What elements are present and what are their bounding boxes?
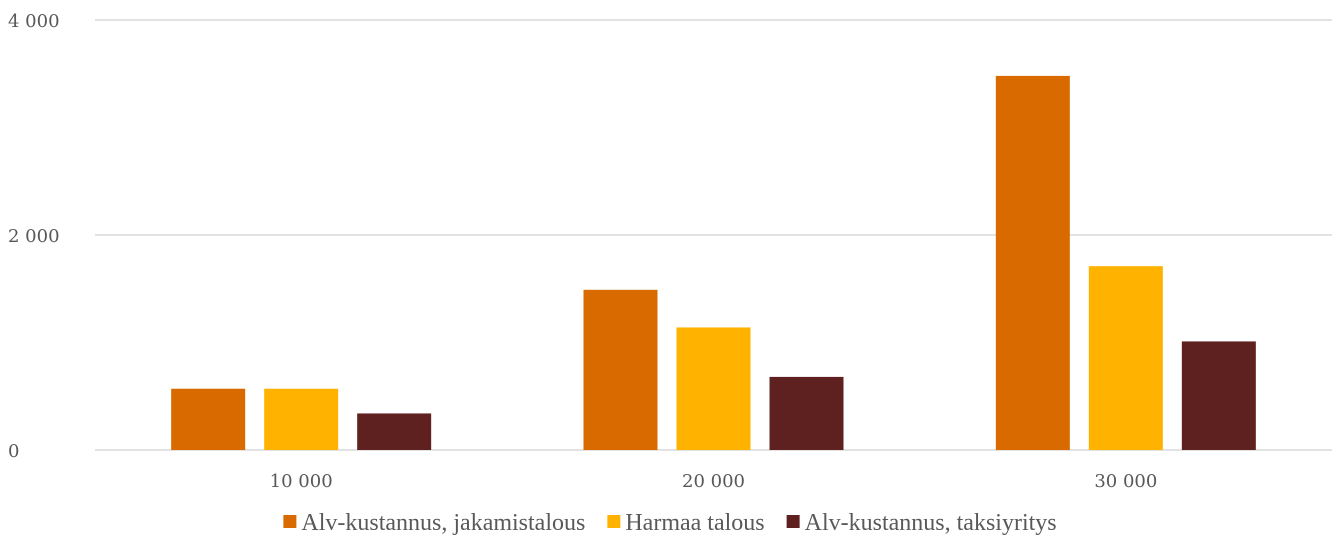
bar xyxy=(171,388,246,450)
legend-label: Alv-kustannus, jakamistalous xyxy=(301,510,585,536)
legend-swatch xyxy=(283,515,297,528)
bar xyxy=(995,75,1070,451)
bar xyxy=(357,413,432,450)
legend-swatch xyxy=(607,515,621,528)
legend-label: Alv-kustannus, taksiyritys xyxy=(805,510,1057,536)
x-tick-label: 10 000 xyxy=(270,471,333,492)
y-tick-label: 2 000 xyxy=(8,226,60,247)
x-tick-label: 30 000 xyxy=(1094,471,1157,492)
legend-item: Alv-kustannus, jakamistalous xyxy=(283,510,585,536)
x-tick-label: 20 000 xyxy=(682,471,745,492)
y-axis-tick-labels: 0 2 000 4 000 xyxy=(8,11,60,462)
bar xyxy=(1088,266,1163,450)
legend-item: Harmaa talous xyxy=(607,510,765,536)
bar xyxy=(1181,341,1256,450)
legend-label: Harmaa talous xyxy=(625,510,764,536)
y-tick-label: 4 000 xyxy=(8,11,60,32)
bar xyxy=(769,376,844,450)
bar xyxy=(583,289,658,450)
x-axis-tick-labels: 10 000 20 000 30 000 xyxy=(270,471,1158,492)
bar xyxy=(676,327,751,450)
legend: Alv-kustannus, jakamistalous Harmaa talou… xyxy=(283,510,1057,536)
legend-item: Alv-kustannus, taksiyritys xyxy=(786,510,1057,536)
y-tick-label: 0 xyxy=(8,441,19,462)
bars xyxy=(171,75,1256,451)
bar xyxy=(264,388,339,450)
legend-swatch xyxy=(786,515,800,528)
